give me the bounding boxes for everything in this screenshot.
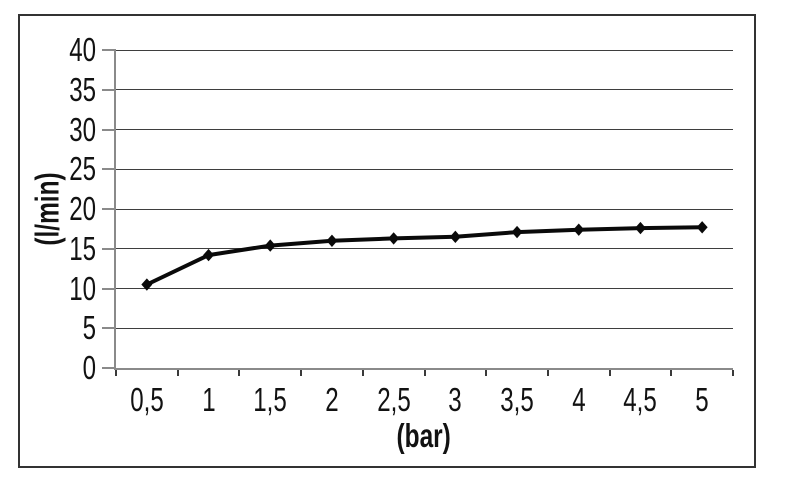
y-tick-mark xyxy=(102,128,116,131)
x-tick-mark xyxy=(608,370,611,376)
x-tick-mark xyxy=(300,370,303,376)
data-point-marker xyxy=(449,230,461,244)
data-point-marker xyxy=(573,223,585,236)
y-gridline xyxy=(116,327,733,329)
x-tick-label: 2,5 xyxy=(376,381,411,418)
y-axis-title-text: (l/min) xyxy=(28,172,66,246)
y-tick-mark xyxy=(102,327,116,330)
y-axis-line xyxy=(114,49,116,370)
y-tick-mark xyxy=(102,287,116,290)
x-tick-mark xyxy=(670,370,673,376)
x-tick-label: 3 xyxy=(448,381,463,418)
x-tick-label: 2 xyxy=(325,381,339,418)
x-tick-mark xyxy=(361,370,364,376)
y-gridline xyxy=(116,208,733,210)
data-point-marker xyxy=(326,234,338,247)
x-tick-label: 5 xyxy=(695,381,709,418)
x-tick-mark xyxy=(115,370,117,376)
x-tick-label: 1,5 xyxy=(253,381,287,418)
series-layer xyxy=(141,221,708,291)
data-point-marker xyxy=(203,248,215,262)
x-tick-mark xyxy=(176,370,179,376)
x-tick-label: 3,5 xyxy=(500,381,534,418)
y-tick-mark xyxy=(102,168,116,171)
x-tick-mark xyxy=(732,370,734,376)
data-point-marker xyxy=(634,221,646,235)
data-point-marker xyxy=(511,225,523,239)
y-tick-label: 20 xyxy=(69,190,96,227)
x-tick-label: 4,5 xyxy=(623,381,658,418)
y-tick-mark xyxy=(102,208,116,210)
x-tick-label: 0,5 xyxy=(130,381,164,418)
data-point-marker xyxy=(696,221,708,234)
y-tick-label: 35 xyxy=(69,70,96,108)
x-axis-title: (bar) xyxy=(364,417,484,454)
y-gridline xyxy=(116,129,733,130)
x-tick-mark xyxy=(546,370,549,376)
y-gridline xyxy=(116,168,733,170)
y-tick-label: 40 xyxy=(69,31,96,68)
data-point-marker xyxy=(264,239,276,252)
y-tick-mark xyxy=(102,49,116,51)
y-tick-label: 0 xyxy=(82,349,96,386)
data-point-marker xyxy=(141,278,153,291)
y-tick-mark xyxy=(102,247,116,250)
x-tick-label: 4 xyxy=(572,381,586,418)
y-gridline xyxy=(116,248,733,250)
x-tick-mark xyxy=(423,370,426,376)
x-tick-mark xyxy=(238,370,241,376)
x-tick-label: 1 xyxy=(201,381,216,418)
x-axis-line xyxy=(114,368,733,370)
y-tick-label: 10 xyxy=(69,269,96,307)
data-point-marker xyxy=(388,232,400,245)
y-tick-label: 30 xyxy=(69,110,96,148)
y-tick-mark xyxy=(102,367,116,369)
y-tick-label: 5 xyxy=(82,309,96,347)
y-gridline xyxy=(116,49,733,51)
x-axis-title-text: (bar) xyxy=(396,417,452,454)
series-line xyxy=(144,225,705,287)
y-tick-label: 15 xyxy=(69,229,96,267)
y-gridline xyxy=(116,288,733,289)
y-axis-title: (l/min) xyxy=(28,154,66,264)
y-tick-mark xyxy=(102,88,116,91)
y-gridline xyxy=(116,89,733,91)
x-tick-mark xyxy=(485,370,488,376)
y-tick-label: 25 xyxy=(69,150,96,188)
